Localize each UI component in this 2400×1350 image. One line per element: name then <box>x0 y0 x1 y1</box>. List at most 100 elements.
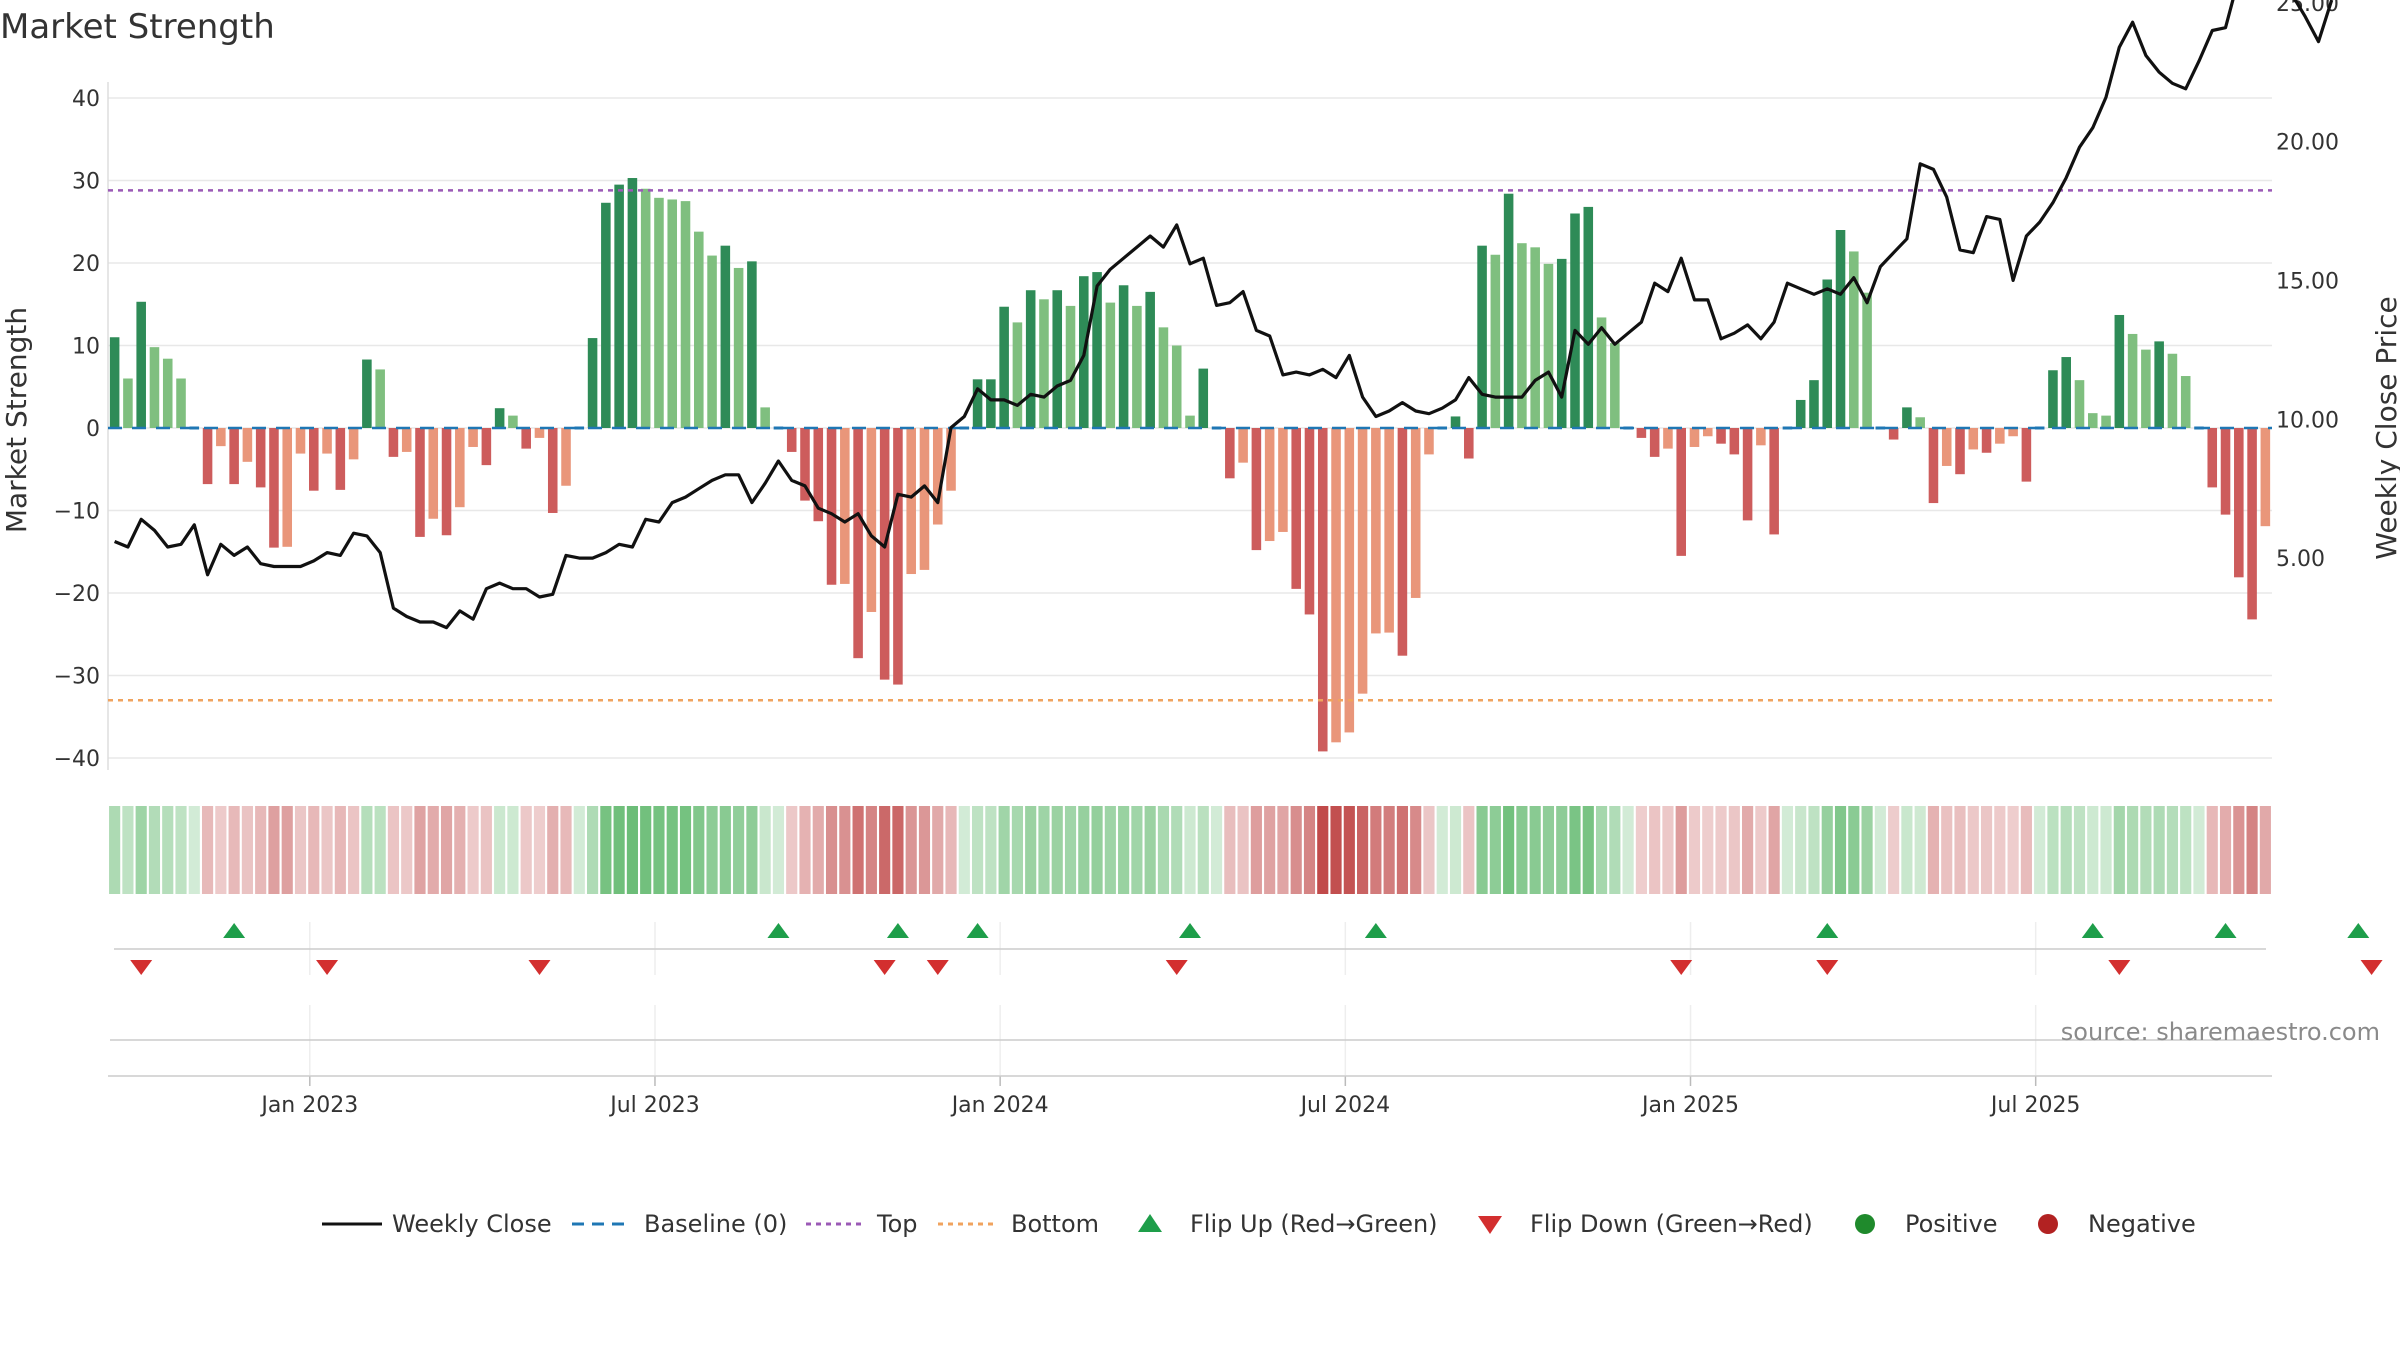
strength-bar <box>1716 428 1726 444</box>
strength-bar <box>1596 317 1607 428</box>
heat-strip-cell <box>480 806 492 894</box>
heat-strip-cell <box>1290 806 1302 894</box>
heat-strip-cell <box>693 806 705 894</box>
legend-flip-up-swatch <box>1138 1214 1162 1232</box>
strength-bar <box>1371 428 1381 634</box>
heat-strip-cell <box>1874 806 1886 894</box>
heat-strip-cell <box>2153 806 2165 894</box>
strength-bar <box>1171 345 1182 428</box>
heat-strip-cell <box>1675 806 1687 894</box>
heat-strip-cell <box>812 806 824 894</box>
strength-bar <box>2061 357 2072 428</box>
heat-strip-cell <box>122 806 134 894</box>
heat-strip-cell <box>1635 806 1647 894</box>
heat-strip-cell <box>1702 806 1714 894</box>
heat-strip-cell <box>1742 806 1754 894</box>
strength-bar <box>2101 415 2111 428</box>
strength-bar <box>322 428 332 454</box>
heat-strip-cell <box>918 806 931 894</box>
strength-bar <box>269 428 279 548</box>
heat-strip-cell <box>507 806 519 894</box>
strength-bar <box>2008 428 2018 437</box>
heat-strip-cell <box>1821 806 1833 894</box>
heat-strip-cell <box>600 806 612 894</box>
heat-strip-cell <box>308 806 320 894</box>
strength-bar <box>1968 428 1979 450</box>
heat-strip-cell <box>879 806 891 894</box>
heat-strip-cell <box>706 806 718 894</box>
strength-bar <box>1955 428 1965 475</box>
strength-bar <box>136 301 146 428</box>
strength-bar <box>455 428 465 508</box>
heat-strip-cell <box>2127 806 2139 894</box>
heat-strip-cell <box>865 806 877 894</box>
flip-up-marker <box>223 923 246 938</box>
strength-bar <box>1941 428 1952 466</box>
heat-strip-cell <box>1383 806 1395 894</box>
heat-strip-cell <box>2206 806 2218 894</box>
source-note: source: sharemaestro.com <box>2061 1018 2380 1046</box>
heat-strip-cell <box>746 806 758 894</box>
heat-strip-cell <box>2259 806 2271 894</box>
heat-strip-cell <box>1317 806 1329 894</box>
heat-strip-cell <box>1688 806 1701 894</box>
strength-bar <box>946 428 956 491</box>
heat-strip-cell <box>547 806 559 894</box>
heat-strip-cell <box>2193 806 2205 894</box>
strength-bar <box>162 358 173 428</box>
strength-bar <box>667 199 678 428</box>
strength-bar <box>428 428 439 519</box>
heat-strip-cell <box>626 806 638 894</box>
heat-strip-cell <box>1449 806 1462 894</box>
heat-strip-cell <box>414 806 426 894</box>
strength-bar <box>1145 291 1155 428</box>
strength-bar <box>308 428 319 491</box>
flip-down-marker <box>2108 960 2131 975</box>
heat-strip-cell <box>1011 806 1023 894</box>
flip-up-marker <box>1364 923 1387 938</box>
y2-tick-label: 25.00 <box>2276 0 2339 17</box>
heat-strip-cell <box>1967 806 1979 894</box>
strength-bar <box>388 428 399 457</box>
strength-bar <box>1464 428 1474 459</box>
strength-bar <box>800 428 810 501</box>
heat-strip-cell <box>268 806 280 894</box>
heat-strip-cell <box>1542 806 1555 894</box>
strength-bar <box>1397 428 1408 656</box>
heat-strip-cell <box>2219 806 2232 894</box>
heat-strip-cell <box>281 806 293 894</box>
flip-down-marker <box>316 960 339 975</box>
strength-bar <box>694 231 704 428</box>
strength-bar <box>282 428 293 547</box>
heat-strip-cell <box>1051 806 1063 894</box>
strength-bar <box>733 267 744 428</box>
y2-tick-label: 5.00 <box>2276 547 2325 572</box>
strength-bar <box>826 428 837 585</box>
strength-bar <box>335 428 346 490</box>
strength-bar <box>1039 299 1049 428</box>
strength-bar <box>2234 428 2244 578</box>
strength-bar <box>1158 327 1169 428</box>
strength-bar <box>1822 279 1833 428</box>
strength-bar <box>2167 353 2178 428</box>
strength-bar <box>401 428 412 452</box>
strength-bar <box>999 306 1009 428</box>
heat-strip-cell <box>1396 806 1408 894</box>
strength-bar <box>1556 258 1567 428</box>
strength-bar <box>654 197 664 428</box>
heat-strip-cell <box>109 806 121 894</box>
strength-bar <box>2180 376 2191 428</box>
strength-bar <box>255 428 266 488</box>
strength-bar <box>1809 380 1819 428</box>
heat-strip-cell <box>1025 806 1037 894</box>
strength-bar <box>707 255 717 428</box>
strength-bar <box>1981 428 1992 453</box>
heat-strip-cell <box>2246 806 2258 894</box>
heat-strip-cell <box>1224 806 1236 894</box>
y2-axis-label: Weekly Close Price <box>2370 296 2400 559</box>
heat-strip-cell <box>2034 806 2046 894</box>
flip-down-marker <box>926 960 949 975</box>
flip-down-marker <box>1165 960 1188 975</box>
strength-bar <box>1862 292 1872 428</box>
heat-strip-cell <box>1848 806 1860 894</box>
